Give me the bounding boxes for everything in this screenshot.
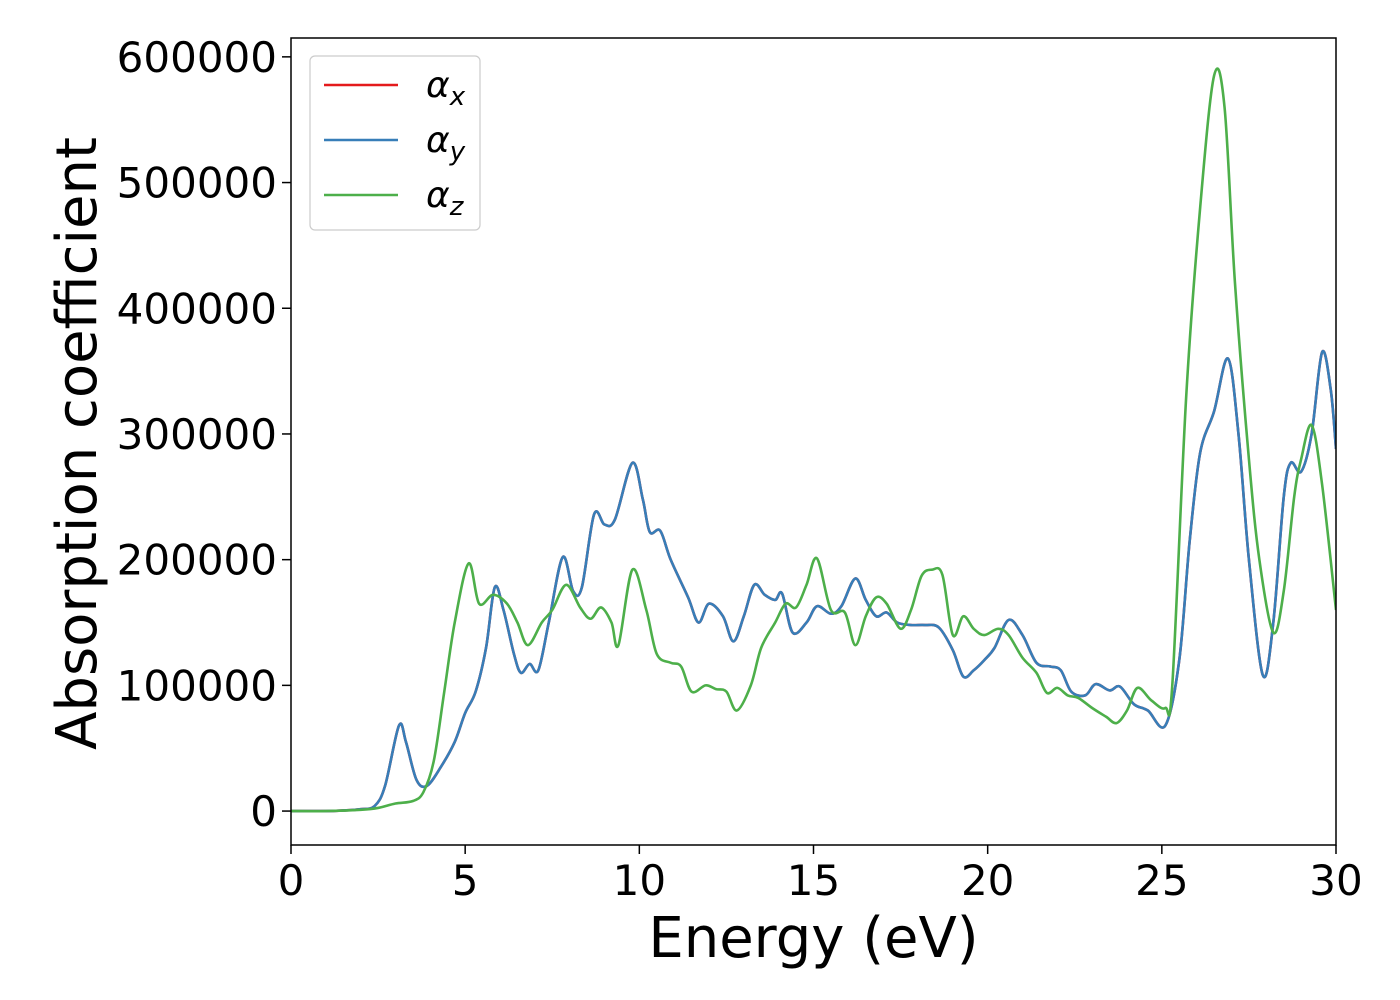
x-tick-label: 10 — [613, 856, 666, 905]
legend-label-z: αz — [426, 175, 465, 222]
y-tick-label: 100000 — [117, 661, 277, 710]
x-axis: 0 5 10 15 20 25 30 — [278, 845, 1363, 905]
series-lines — [291, 67, 1336, 813]
y-axis: 0 100000 200000 300000 400000 500000 600000 — [117, 33, 291, 836]
y-tick-label: 0 — [250, 787, 277, 836]
y-tick-label: 500000 — [117, 159, 277, 208]
x-axis-label: Energy (eV) — [648, 906, 978, 971]
series-line-z — [291, 67, 1336, 813]
y-tick-label: 400000 — [117, 284, 277, 333]
legend-box — [309, 55, 481, 231]
x-tick-label: 20 — [961, 856, 1014, 905]
series-line-y — [291, 349, 1336, 813]
y-tick-label: 200000 — [117, 536, 277, 585]
series-line-x — [291, 349, 1336, 813]
y-axis-label: Absorption coefficient — [45, 137, 110, 750]
x-tick-label: 0 — [278, 856, 305, 905]
y-tick-label: 600000 — [117, 33, 277, 82]
legend-label-y: αy — [426, 120, 466, 167]
x-tick-label: 30 — [1309, 856, 1362, 905]
legend-label-x: αx — [426, 65, 466, 112]
legend: αx αy αz — [309, 55, 481, 231]
y-tick-label: 300000 — [117, 410, 277, 459]
x-tick-label: 15 — [787, 856, 840, 905]
x-tick-label: 25 — [1135, 856, 1188, 905]
x-tick-label: 5 — [452, 856, 479, 905]
